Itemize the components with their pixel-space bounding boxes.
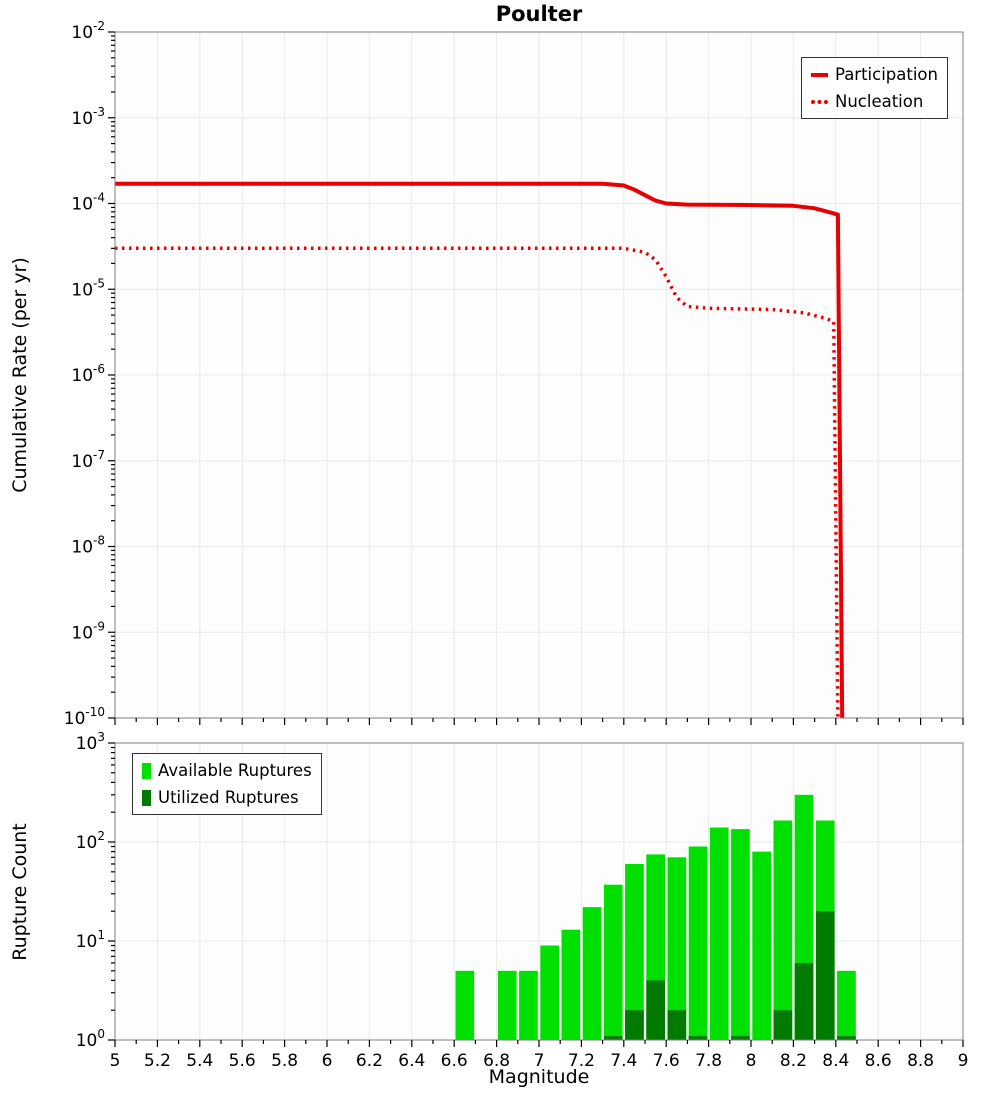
svg-text:6.4: 6.4: [398, 1051, 425, 1071]
svg-text:10-7: 10-7: [71, 448, 105, 472]
svg-text:10-3: 10-3: [71, 105, 105, 129]
legend-rates: Participation Nucleation: [800, 57, 948, 119]
svg-text:10-10: 10-10: [64, 705, 105, 729]
svg-text:8.8: 8.8: [907, 1051, 934, 1071]
svg-text:8.6: 8.6: [865, 1051, 892, 1071]
svg-text:6: 6: [322, 1051, 333, 1071]
svg-text:10-9: 10-9: [71, 619, 105, 643]
svg-text:103: 103: [76, 730, 105, 754]
svg-text:5.4: 5.4: [186, 1051, 213, 1071]
svg-text:7.6: 7.6: [653, 1051, 680, 1071]
svg-text:10-4: 10-4: [71, 191, 105, 215]
svg-text:10-8: 10-8: [71, 534, 105, 558]
legend-item-available: Available Ruptures: [142, 757, 312, 784]
x-axis-label-magnitude: Magnitude: [488, 1066, 590, 1088]
legend-label-utilized: Utilized Ruptures: [158, 788, 299, 807]
available-swatch: [142, 762, 151, 779]
chart-title: Poulter: [495, 2, 583, 26]
legend-label-available: Available Ruptures: [158, 761, 312, 780]
y-axis-label-rupture-count: Rupture Count: [9, 823, 31, 961]
svg-text:10-2: 10-2: [71, 19, 105, 43]
legend-label-nucleation: Nucleation: [834, 92, 924, 111]
svg-text:5: 5: [110, 1051, 121, 1071]
svg-text:100: 100: [76, 1027, 105, 1051]
svg-text:5.6: 5.6: [229, 1051, 256, 1071]
utilized-swatch: [142, 789, 151, 806]
legend-item-nucleation: Nucleation: [810, 88, 938, 115]
svg-text:7: 7: [534, 1051, 545, 1071]
svg-text:8.2: 8.2: [780, 1051, 807, 1071]
svg-text:9: 9: [958, 1051, 969, 1071]
svg-text:8.4: 8.4: [822, 1051, 849, 1071]
svg-text:7.2: 7.2: [568, 1051, 595, 1071]
svg-text:101: 101: [76, 928, 105, 952]
legend-label-participation: Participation: [834, 65, 938, 84]
y-axis-label-cumulative-rate: Cumulative Rate (per yr): [9, 257, 31, 493]
legend-item-participation: Participation: [810, 61, 938, 88]
svg-text:5.2: 5.2: [144, 1051, 171, 1071]
svg-text:7.4: 7.4: [610, 1051, 637, 1071]
svg-text:10-6: 10-6: [71, 362, 105, 386]
svg-text:102: 102: [76, 829, 105, 853]
svg-text:10-5: 10-5: [71, 276, 105, 300]
participation-line-swatch: [810, 72, 828, 77]
svg-text:6.6: 6.6: [441, 1051, 468, 1071]
nucleation-line-swatch: [810, 99, 828, 104]
svg-text:7.8: 7.8: [695, 1051, 722, 1071]
svg-text:6.8: 6.8: [483, 1051, 510, 1071]
legend-ruptures: Available Ruptures Utilized Ruptures: [132, 753, 322, 815]
svg-text:5.8: 5.8: [271, 1051, 298, 1071]
svg-text:8: 8: [746, 1051, 757, 1071]
legend-item-utilized: Utilized Ruptures: [142, 784, 312, 811]
svg-text:6.2: 6.2: [356, 1051, 383, 1071]
